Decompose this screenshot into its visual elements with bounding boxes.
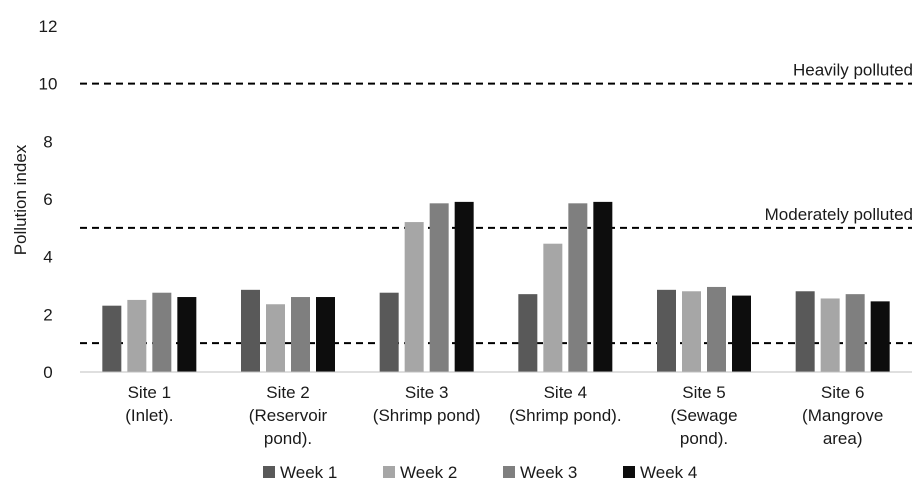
bar	[820, 298, 840, 372]
bar	[657, 289, 676, 372]
y-tick-label: 12	[39, 17, 58, 36]
reference-line-label: Heavily polluted	[793, 61, 913, 80]
bar	[404, 222, 424, 372]
legend-swatch	[503, 466, 515, 478]
bars	[102, 201, 890, 372]
legend-swatch	[383, 466, 395, 478]
y-tick-label: 8	[43, 132, 52, 151]
reference-lines: Heavily polluted Moderately polluted	[80, 61, 913, 345]
bar	[177, 297, 197, 372]
bar	[379, 292, 399, 372]
legend-label: Week 3	[520, 463, 577, 482]
y-axis: 0 2 4 6 8 10 12	[39, 17, 58, 382]
legend: Week 1 Week 2 Week 3 Week 4	[263, 463, 697, 482]
y-tick-label: 6	[43, 190, 52, 209]
bar	[266, 304, 285, 372]
bar	[870, 301, 890, 372]
x-tick-label: Site 3 (Shrimp pond)	[373, 383, 481, 425]
bar	[732, 295, 751, 372]
legend-swatch	[263, 466, 275, 478]
bar	[316, 297, 335, 372]
bar	[454, 201, 474, 372]
bar	[682, 291, 701, 372]
x-tick-label: Site 4 (Shrimp pond).	[509, 383, 621, 425]
bar	[795, 291, 815, 372]
bar	[429, 203, 449, 372]
bar	[518, 294, 538, 372]
bar	[291, 297, 310, 372]
bar	[241, 289, 260, 372]
bar	[568, 203, 588, 372]
bar	[152, 292, 172, 372]
x-tick-label: Site 1 (Inlet).	[125, 383, 173, 425]
y-tick-label: 4	[43, 248, 52, 267]
reference-line-label: Moderately polluted	[765, 205, 913, 224]
x-tick-label: Site 2 (Reservoir pond).	[249, 383, 328, 448]
bar	[102, 305, 122, 372]
legend-swatch	[623, 466, 635, 478]
y-tick-label: 2	[43, 305, 52, 324]
bar	[593, 201, 613, 372]
y-tick-label: 0	[43, 363, 52, 382]
legend-label: Week 4	[640, 463, 697, 482]
x-axis-labels: Site 1 (Inlet). Site 2 (Reservoir pond). Site…	[125, 383, 883, 448]
y-axis-label: Pollution index	[11, 144, 30, 255]
legend-label: Week 2	[400, 463, 457, 482]
bar	[845, 294, 865, 372]
x-tick-label: Site 5 (Sewage pond).	[670, 383, 737, 448]
bar	[707, 286, 726, 372]
y-tick-label: 10	[39, 75, 58, 94]
bar	[543, 243, 563, 372]
x-tick-label: Site 6 (Mangrove area)	[802, 383, 883, 448]
legend-label: Week 1	[280, 463, 337, 482]
bar	[127, 299, 147, 372]
